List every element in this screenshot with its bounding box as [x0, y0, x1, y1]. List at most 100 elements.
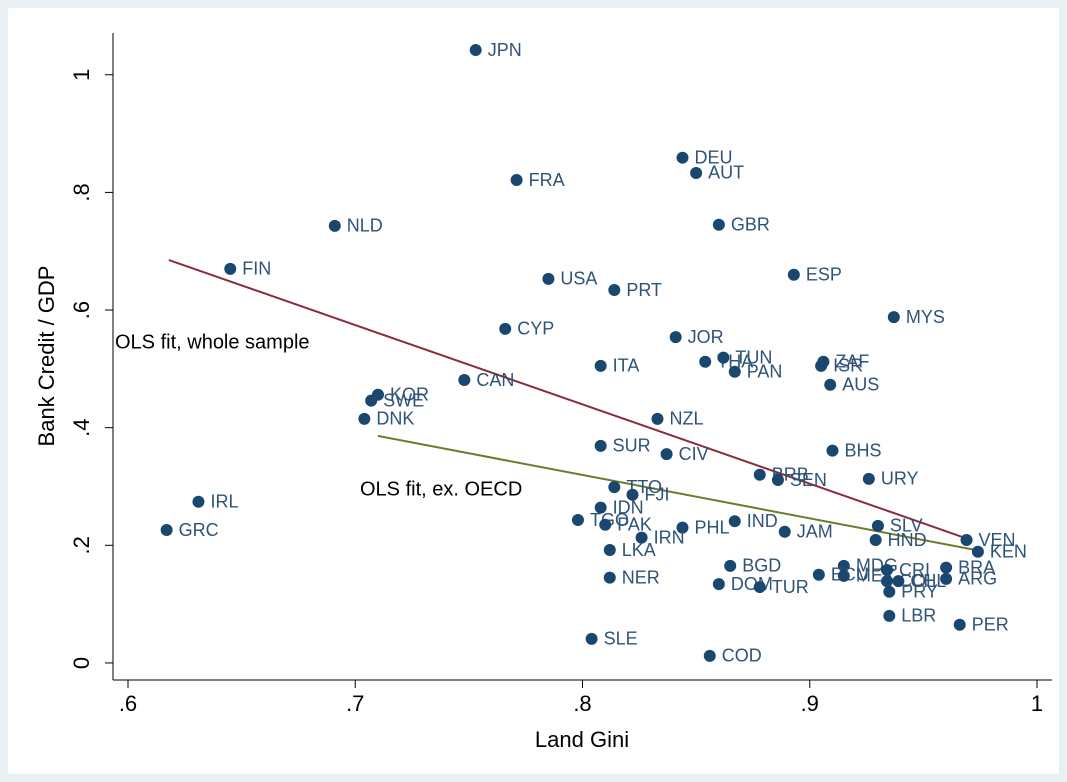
x-axis-title: Land Gini: [535, 727, 629, 752]
point: [328, 219, 341, 232]
point: [160, 524, 173, 537]
point: [358, 412, 371, 425]
point: [940, 561, 953, 574]
point-label: FJI: [644, 484, 669, 504]
point-label: MYS: [906, 307, 945, 327]
point: [871, 519, 884, 532]
point-label: LBR: [901, 606, 936, 626]
point: [192, 495, 205, 508]
point-label: GBR: [731, 214, 770, 234]
point-label: TUR: [772, 577, 809, 597]
annotation: OLS fit, ex. OECD: [360, 478, 522, 500]
y-tick-label: 0: [69, 657, 94, 669]
point-label: NER: [622, 567, 660, 587]
point-label: AUS: [842, 374, 879, 394]
point-label: KOR: [390, 384, 429, 404]
point-label: PHL: [694, 517, 729, 537]
point: [585, 632, 598, 645]
point-label: TUN: [735, 347, 772, 367]
x-tick-label: .7: [346, 691, 364, 716]
point: [676, 151, 689, 164]
point-label: ZAF: [835, 352, 869, 372]
point: [651, 412, 664, 425]
point: [676, 521, 689, 534]
point: [571, 514, 584, 527]
point: [542, 272, 555, 285]
x-tick-label: .9: [801, 691, 819, 716]
point: [703, 649, 716, 662]
point-label: FIN: [242, 259, 271, 279]
point: [603, 571, 616, 584]
x-tick-label: 1: [1031, 691, 1043, 716]
point-label: GRC: [179, 520, 219, 540]
point-label: BGD: [742, 556, 781, 576]
point-label: DOM: [731, 574, 773, 594]
point: [881, 564, 894, 577]
y-tick-label: .6: [69, 301, 94, 319]
point: [635, 531, 648, 544]
point-label: CRI: [899, 560, 930, 580]
point-label: ESP: [806, 264, 842, 284]
point-label: IRN: [654, 527, 685, 547]
point-label: IND: [747, 511, 778, 531]
point-label: ITA: [613, 356, 640, 376]
point-label: IDN: [613, 497, 644, 517]
point: [603, 544, 616, 557]
point: [778, 525, 791, 538]
point: [824, 378, 837, 391]
point: [712, 218, 725, 231]
point: [960, 534, 973, 547]
point: [594, 359, 607, 372]
point-label: PAK: [617, 514, 652, 534]
point: [826, 444, 839, 457]
point: [881, 575, 894, 588]
point: [699, 355, 712, 368]
point: [869, 534, 882, 547]
point: [594, 439, 607, 452]
point: [837, 559, 850, 572]
point-label: JOR: [688, 327, 724, 347]
point: [660, 448, 673, 461]
point-label: SLE: [604, 629, 638, 649]
point-label: JAM: [797, 522, 833, 542]
point: [771, 474, 784, 487]
point-label: DEU: [694, 147, 732, 167]
point-label: SLV: [890, 516, 923, 536]
point: [728, 515, 741, 528]
point-label: NLD: [347, 216, 383, 236]
point: [510, 174, 523, 187]
point-label: IRL: [210, 492, 238, 512]
point: [669, 331, 682, 344]
point-label: AUT: [708, 163, 744, 183]
point-label: PRY: [901, 582, 938, 602]
point: [787, 268, 800, 281]
point-label: BHS: [844, 440, 881, 460]
point-label: COD: [722, 646, 762, 666]
point-label: CYP: [517, 319, 554, 339]
point-label: URY: [881, 469, 919, 489]
point: [812, 568, 825, 581]
point: [953, 618, 966, 631]
point-label: COL: [899, 571, 936, 591]
point: [608, 481, 621, 494]
point-label: NZL: [669, 409, 703, 429]
point: [599, 518, 612, 531]
point-label: CIV: [679, 444, 709, 464]
point: [728, 365, 741, 378]
point: [499, 322, 512, 335]
point: [608, 284, 621, 297]
point-label: ISR: [833, 356, 863, 376]
point-label: SUR: [613, 436, 651, 456]
point: [594, 501, 607, 514]
point: [224, 262, 237, 275]
annotation: OLS fit, whole sample: [115, 331, 310, 353]
x-tick-label: .6: [119, 691, 137, 716]
point: [724, 559, 737, 572]
point: [753, 468, 766, 481]
y-tick-label: .2: [69, 536, 94, 554]
y-tick-label: .4: [69, 418, 94, 436]
point: [883, 609, 896, 622]
point: [712, 578, 725, 591]
point-label: LKA: [622, 540, 656, 560]
